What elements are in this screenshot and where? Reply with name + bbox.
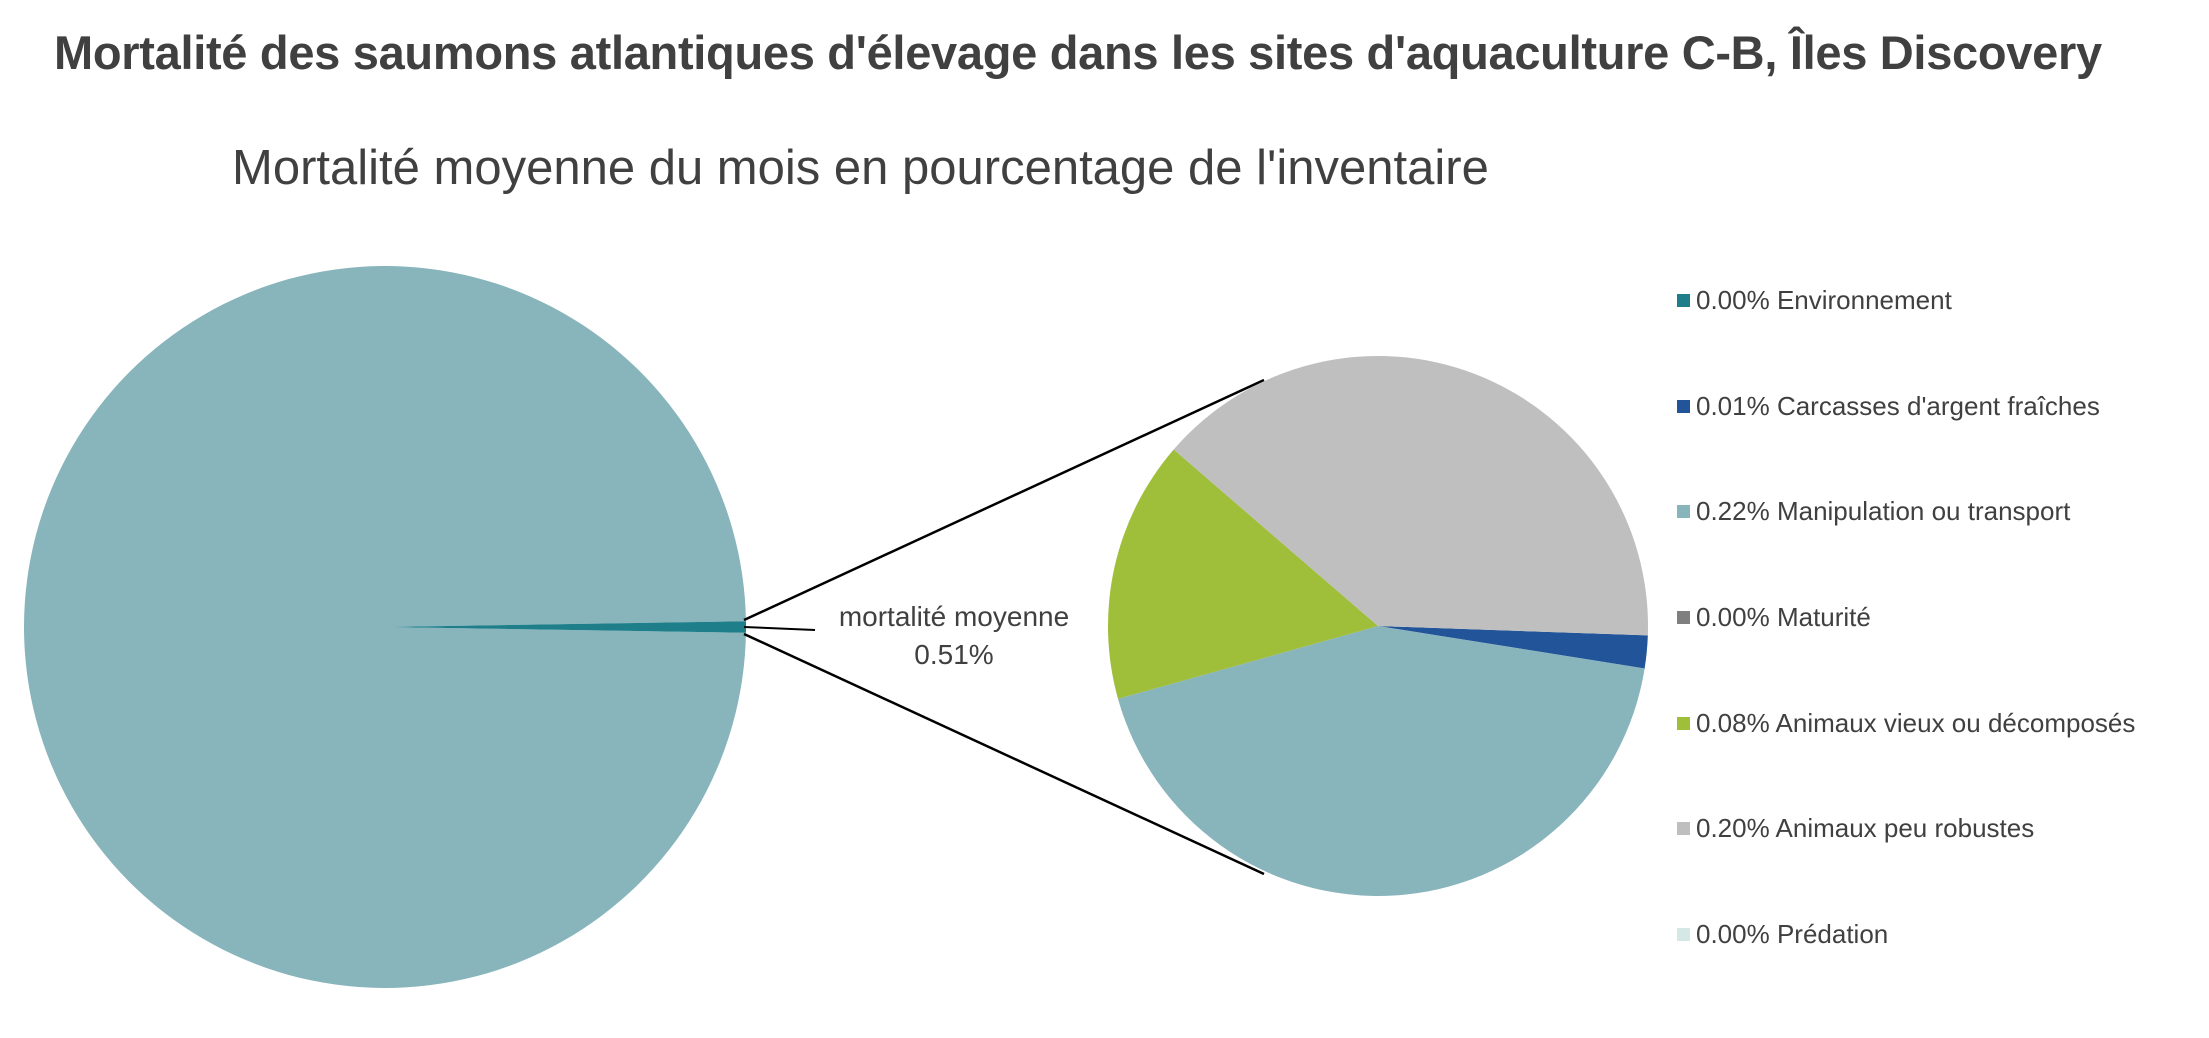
secondary-pie-slice-5: [1173, 356, 1648, 636]
legend-swatch: [1677, 399, 1690, 413]
legend-label: 0.00% Prédation: [1696, 918, 1889, 949]
legend-swatch: [1677, 293, 1690, 307]
legend-item: 0.08% Animaux vieux ou décomposés: [1677, 708, 2135, 738]
legend-label: 0.20% Animaux peu robustes: [1696, 812, 2035, 843]
label-leader-line: [743, 626, 816, 631]
secondary-pie-slice-2: [1118, 626, 1645, 896]
legend-swatch: [1677, 504, 1690, 518]
legend-swatch: [1677, 610, 1690, 624]
legend-label: 0.08% Animaux vieux ou décomposés: [1696, 707, 2136, 738]
legend-label: 0.22% Manipulation ou transport: [1696, 495, 2071, 526]
secondary-pie-slice-1: [1378, 626, 1648, 669]
legend-swatch: [1677, 716, 1690, 730]
chart-subtitle: Mortalité moyenne du mois en pourcentage…: [232, 141, 1489, 195]
other-slice-label: mortalité moyenne 0.51%: [804, 598, 1104, 674]
legend-item: 0.00% Prédation: [1677, 919, 1888, 949]
legend-item: 0.20% Animaux peu robustes: [1677, 813, 2034, 843]
connector-line-bottom: [743, 632, 1265, 876]
main-pie-other-slice: [385, 621, 746, 633]
legend-item: 0.00% Maturité: [1677, 602, 1871, 632]
legend-item: 0.22% Manipulation ou transport: [1677, 496, 2070, 526]
chart-title: Mortalité des saumons atlantiques d'élev…: [54, 26, 2102, 79]
legend-item: 0.00% Environnement: [1677, 285, 1952, 315]
secondary-pie-slice-4: [1108, 449, 1378, 699]
legend-label: 0.00% Environnement: [1696, 284, 1952, 315]
legend-label: 0.00% Maturité: [1696, 601, 1871, 632]
connector-line-top: [743, 378, 1265, 622]
other-slice-value: 0.51%: [914, 639, 994, 670]
other-slice-label-text: mortalité moyenne: [838, 601, 1070, 632]
main-pie-remainder-slice: [24, 265, 746, 988]
legend-swatch: [1677, 821, 1690, 835]
legend-swatch: [1677, 927, 1690, 941]
legend-item: 0.01% Carcasses d'argent fraîches: [1677, 391, 2100, 421]
legend-label: 0.01% Carcasses d'argent fraîches: [1696, 390, 2100, 421]
